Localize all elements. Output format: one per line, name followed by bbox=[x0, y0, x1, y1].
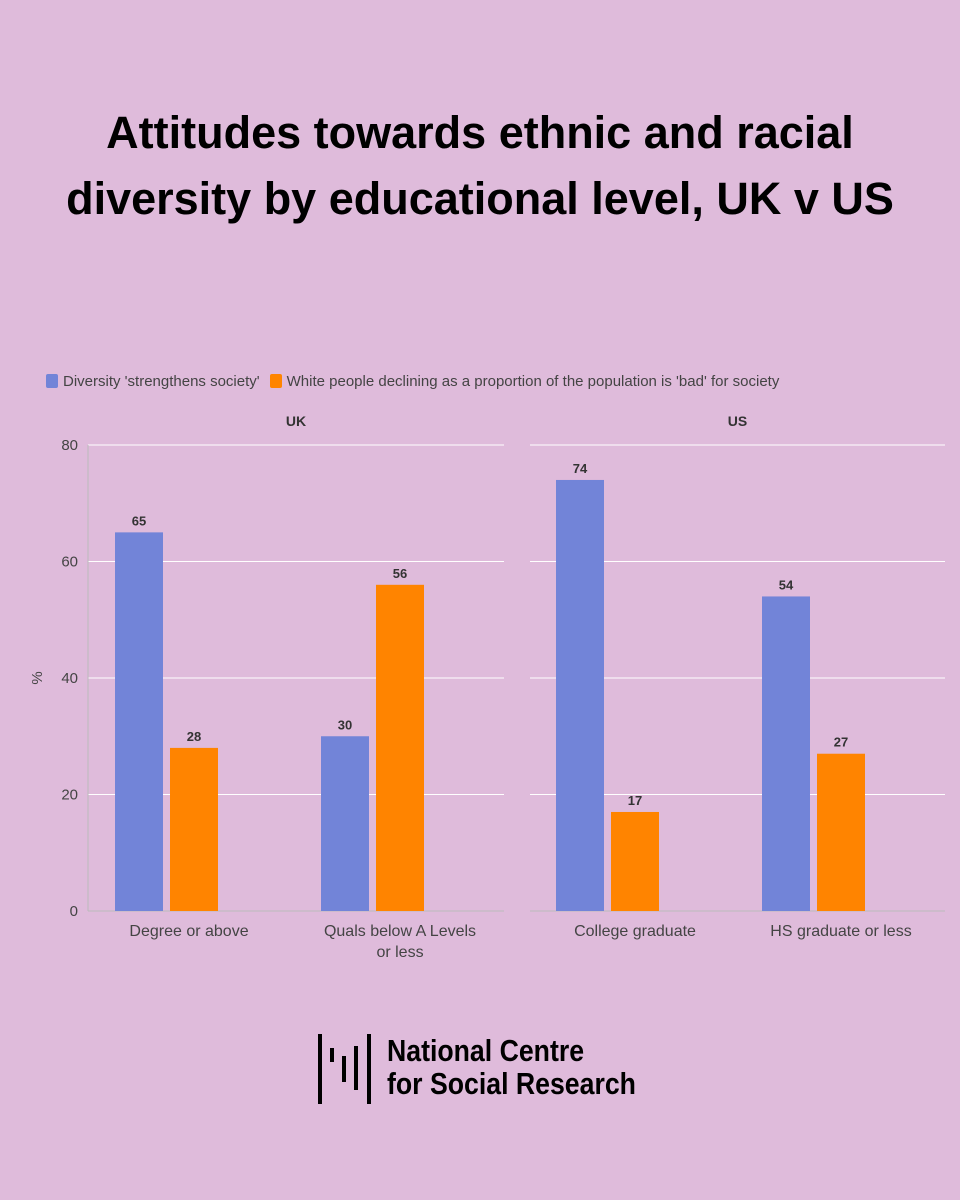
chart-legend: Diversity 'strengthens society' White pe… bbox=[46, 370, 789, 392]
x-category-label: Quals below A Levels or less bbox=[324, 923, 476, 961]
y-tick-label: 0 bbox=[70, 903, 78, 920]
legend-swatch-series-2 bbox=[269, 374, 282, 388]
bar bbox=[321, 736, 369, 911]
bar-data-label: 56 bbox=[393, 566, 407, 581]
logo-line-2: for Social Research bbox=[387, 1066, 636, 1101]
logo-mark-icon bbox=[318, 1034, 371, 1104]
ncsr-logo: National Centre for Social Research bbox=[318, 1034, 676, 1104]
x-category-label: College graduate bbox=[574, 923, 696, 940]
bar bbox=[556, 479, 604, 911]
legend-swatch-series-1 bbox=[46, 374, 58, 388]
logo-line-1: National Centre bbox=[387, 1033, 585, 1068]
y-tick-label: 60 bbox=[61, 554, 78, 571]
bar bbox=[817, 753, 865, 911]
bar-data-label: 65 bbox=[132, 513, 146, 528]
bar bbox=[762, 596, 810, 911]
panel-title: UK bbox=[286, 413, 306, 429]
bar-data-label: 30 bbox=[338, 717, 352, 732]
bar-data-label: 28 bbox=[187, 729, 201, 744]
y-tick-label: 40 bbox=[61, 670, 78, 687]
bar bbox=[611, 811, 659, 911]
bar bbox=[376, 584, 424, 911]
bar bbox=[170, 747, 218, 911]
bar-data-label: 17 bbox=[628, 793, 642, 808]
bar bbox=[115, 532, 163, 911]
bar-data-label: 27 bbox=[834, 735, 848, 750]
bar-chart: % 0 20 40 60 80 UK 65 28 Degree or above 30 56 Quals… bbox=[29, 413, 945, 961]
y-tick-label: 20 bbox=[61, 787, 78, 804]
x-category-label: Degree or above bbox=[129, 923, 248, 940]
logo-text: National Centre for Social Research bbox=[387, 1034, 636, 1100]
legend-item-series-2: White people declining as a proportion o… bbox=[269, 372, 780, 390]
bar-data-label: 54 bbox=[779, 577, 794, 592]
legend-label-series-2: White people declining as a proportion o… bbox=[286, 372, 780, 390]
panel-title: US bbox=[728, 413, 747, 429]
y-tick-label: 80 bbox=[61, 437, 78, 454]
x-category-label: HS graduate or less bbox=[770, 923, 911, 940]
legend-item-series-1: Diversity 'strengthens society' bbox=[46, 373, 260, 390]
bar-data-label: 74 bbox=[573, 461, 588, 476]
y-axis-label: % bbox=[29, 671, 46, 684]
chart-title: Attitudes towards ethnic and racial dive… bbox=[66, 107, 894, 224]
legend-label-series-1: Diversity 'strengthens society' bbox=[63, 372, 260, 390]
